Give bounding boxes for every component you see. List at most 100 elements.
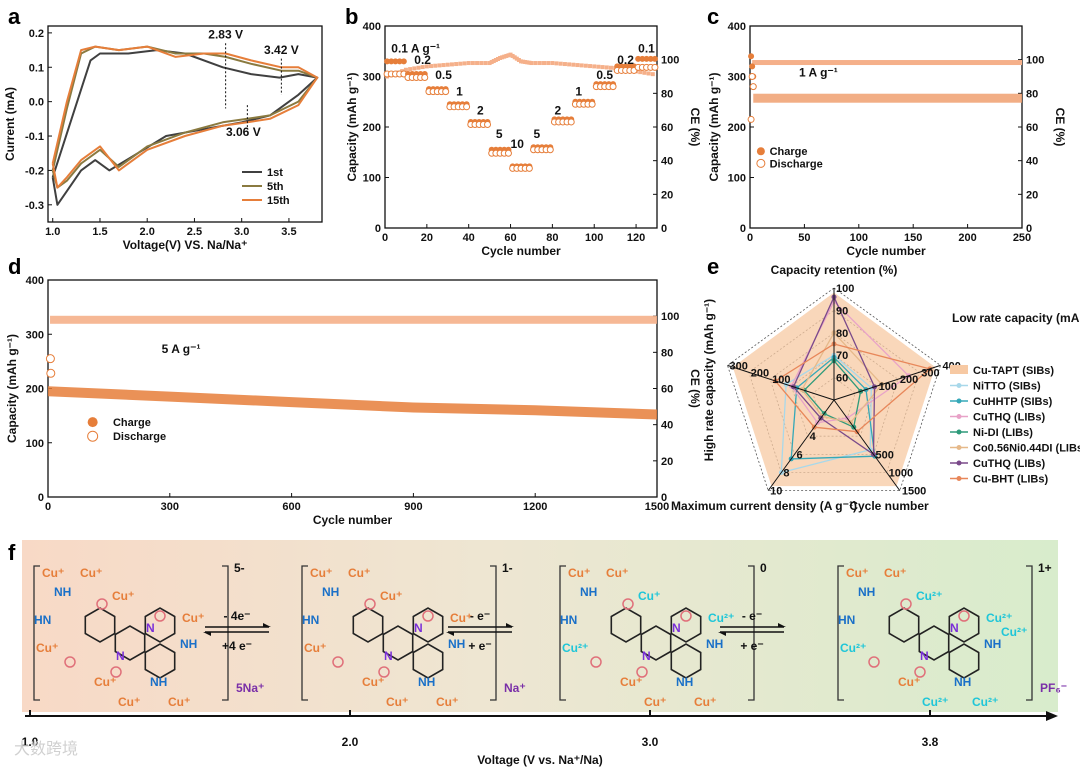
- rate-label: 5 A g⁻¹: [162, 342, 201, 356]
- radar-tick-label: 10: [770, 486, 782, 498]
- discharge-point: [442, 88, 450, 96]
- y-tick-label: 100: [26, 438, 44, 450]
- discharge-point: [421, 74, 429, 82]
- discharge-point: [46, 368, 56, 378]
- ring: [948, 607, 980, 643]
- ce-point: [579, 63, 584, 68]
- legend-discharge-marker: [87, 430, 99, 442]
- y-tick-label: -0.3: [25, 200, 44, 212]
- radar-tick-label: 80: [836, 328, 848, 340]
- copper-label: Cu⁺: [644, 695, 666, 709]
- legend-label: Cu-BHT (LIBs): [973, 474, 1048, 486]
- oxygen-atom: [422, 610, 434, 622]
- x-tick-label: 1200: [523, 501, 547, 513]
- legend-marker: [956, 383, 962, 388]
- legend-charge-marker: [87, 417, 98, 428]
- legend-swatch: [950, 365, 968, 374]
- y-axis-label: Current (mA): [3, 87, 17, 161]
- legend-label: Discharge: [113, 431, 166, 443]
- oxygen-atom: [958, 610, 970, 622]
- ce-point: [445, 62, 450, 67]
- bracket-right: [222, 565, 229, 701]
- voltage-tick-label: 1.0: [22, 735, 39, 749]
- copper-label: Cu⁺: [620, 675, 642, 689]
- legend-label: Co0.56Ni0.44DI (LIBs): [973, 443, 1080, 455]
- charge-point: [643, 55, 650, 62]
- discharge-point: [747, 115, 755, 123]
- ring: [918, 625, 950, 661]
- legend-label: Charge: [770, 146, 808, 158]
- copper-label: Cu⁺: [898, 675, 920, 689]
- y2-tick-label: 100: [1026, 55, 1044, 67]
- ce-point: [495, 56, 500, 61]
- radar-chart: 6070809010010020030040050010001500468101…: [671, 263, 1080, 513]
- arrow-bottom-label: + e⁻: [468, 639, 491, 653]
- copper-label: Cu⁺: [884, 566, 906, 580]
- rate-label: 0.2: [414, 53, 431, 67]
- discharge-point: [45, 354, 55, 364]
- legend-marker: [956, 476, 962, 481]
- oxygen-atom: [364, 598, 376, 610]
- x-tick-label: 3.5: [281, 226, 296, 238]
- x-tick-label: 600: [282, 501, 300, 513]
- ce-point: [521, 59, 526, 64]
- y-tick-label: 300: [363, 72, 381, 84]
- x-tick-label: 300: [161, 501, 179, 513]
- axis-arrowhead: [1046, 711, 1058, 721]
- radar-tick-label: 100: [879, 381, 897, 393]
- y2-tick-label: 40: [661, 156, 673, 168]
- rate-chart: 0 20 40 60 80 100 1200100200300400020406080100…: [345, 21, 702, 258]
- ce-point: [533, 61, 538, 66]
- arrowhead: [778, 623, 786, 627]
- ce-point: [596, 64, 601, 69]
- legend-marker: [956, 460, 962, 466]
- y2-tick-label: 80: [661, 347, 673, 359]
- ring: [412, 607, 444, 643]
- x-tick-label: 20: [421, 232, 433, 244]
- radar-tick-label: 1500: [902, 486, 926, 498]
- y-tick-label: 0: [740, 223, 746, 235]
- rate-label: 1 A g⁻¹: [799, 66, 838, 80]
- x-tick-label: 60: [504, 232, 516, 244]
- discharge-point: [484, 120, 492, 128]
- y2-axis-label: CE (%): [688, 369, 702, 408]
- copper-label: Cu⁺: [348, 566, 370, 580]
- y2-tick-label: 20: [661, 189, 673, 201]
- y-tick-label: 200: [363, 122, 381, 134]
- charge-point: [384, 58, 391, 65]
- radar-axis: [767, 399, 835, 491]
- copper-label: Cu⁺: [80, 566, 102, 580]
- ce-point: [514, 56, 519, 61]
- copper-label: Cu²⁺: [1001, 625, 1027, 639]
- panel-label-f: f: [8, 540, 16, 565]
- y2-tick-label: 0: [661, 492, 667, 504]
- y-axis-label: Capacity (mAh g⁻¹): [345, 72, 359, 181]
- rate-label: 0.1: [638, 41, 655, 55]
- y2-tick-label: 40: [661, 420, 673, 432]
- charge-state: 1-: [502, 561, 513, 575]
- x-tick-label: 1.5: [92, 226, 107, 238]
- charge-point: [392, 58, 399, 65]
- ce-point: [429, 64, 434, 69]
- copper-label: Cu⁺: [118, 695, 140, 709]
- scheme-background: [22, 540, 1058, 712]
- plot-frame: [47, 25, 323, 223]
- arrow-bottom-label: +4 e⁻: [222, 639, 252, 653]
- copper-label: Cu⁺: [386, 695, 408, 709]
- radar-tick-label: 300: [921, 367, 939, 379]
- legend-marker: [956, 398, 962, 404]
- copper-label: Cu²⁺: [916, 589, 942, 603]
- ring-nitrogen: N: [920, 649, 929, 663]
- ce-point: [424, 64, 429, 69]
- ce-point: [489, 60, 494, 65]
- y-tick-label: 0.0: [29, 97, 44, 109]
- x-tick-label: 0: [382, 232, 388, 244]
- rate-label: 10: [511, 137, 525, 151]
- x-tick-label: 2.5: [187, 226, 202, 238]
- cv-curve-1st: [51, 49, 319, 206]
- plot-frame: [749, 25, 1023, 229]
- oxygen-atom: [96, 598, 108, 610]
- x-tick-label: 1.0: [45, 226, 60, 238]
- y2-tick-label: 60: [661, 384, 673, 396]
- panel-label-d: d: [8, 254, 21, 279]
